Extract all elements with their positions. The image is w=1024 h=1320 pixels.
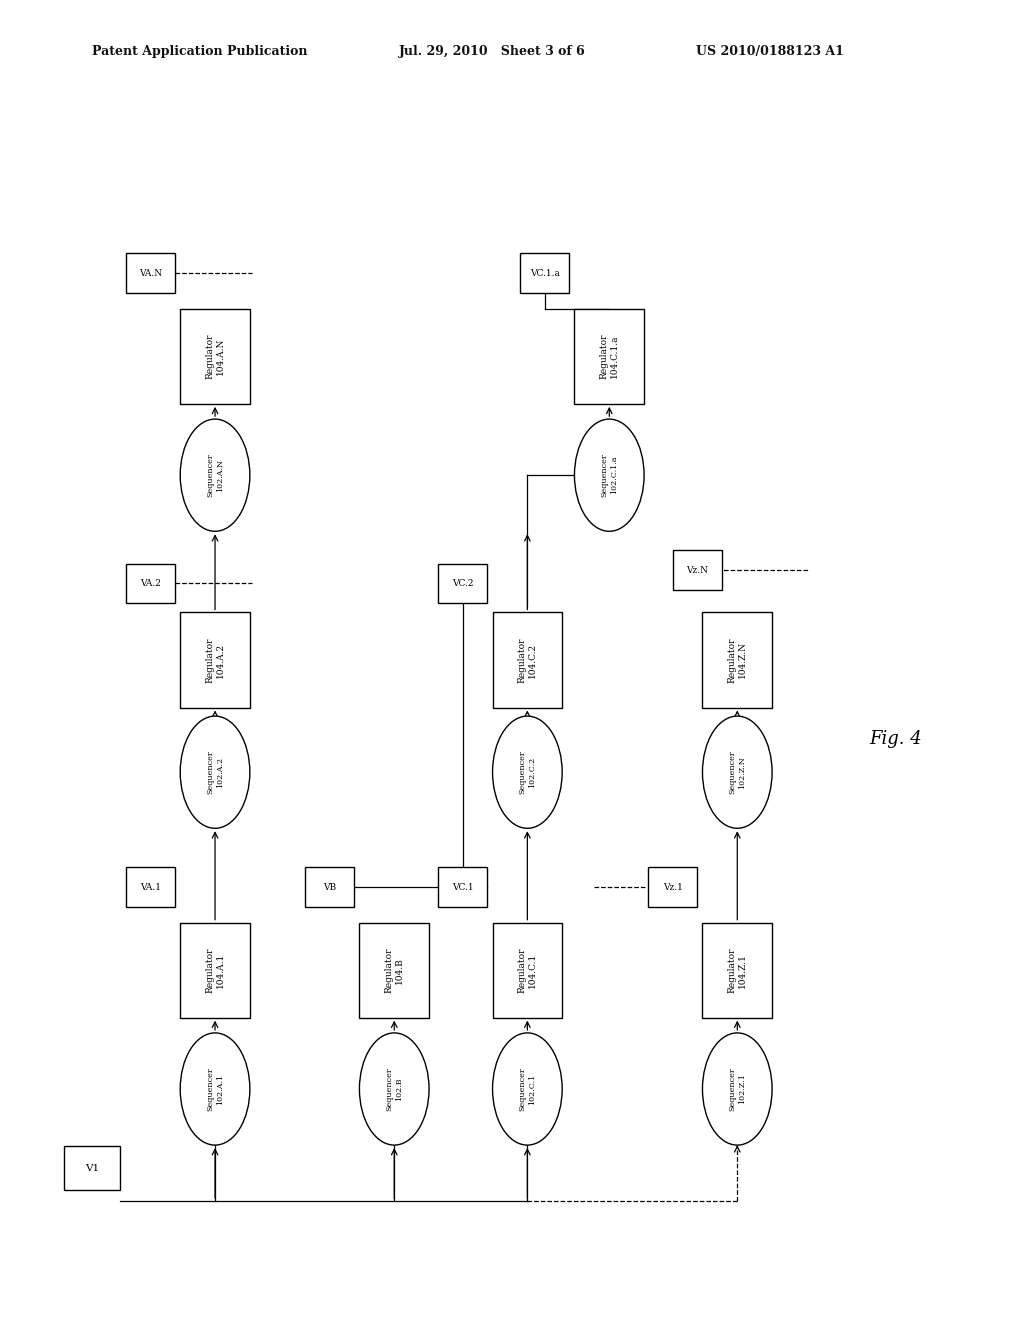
FancyBboxPatch shape bbox=[493, 923, 562, 1018]
FancyBboxPatch shape bbox=[180, 923, 250, 1018]
Text: Vz.N: Vz.N bbox=[686, 566, 709, 574]
Ellipse shape bbox=[574, 418, 644, 532]
Text: US 2010/0188123 A1: US 2010/0188123 A1 bbox=[696, 45, 844, 58]
Text: Regulator
104.C.2: Regulator 104.C.2 bbox=[517, 638, 538, 682]
Ellipse shape bbox=[493, 1032, 562, 1146]
FancyBboxPatch shape bbox=[180, 309, 250, 404]
Text: VC.2: VC.2 bbox=[453, 579, 473, 587]
Text: Sequencer
102.B: Sequencer 102.B bbox=[385, 1067, 403, 1111]
Text: Sequencer
102.C.2: Sequencer 102.C.2 bbox=[518, 750, 537, 795]
FancyBboxPatch shape bbox=[493, 612, 562, 708]
Text: Patent Application Publication: Patent Application Publication bbox=[92, 45, 307, 58]
FancyBboxPatch shape bbox=[126, 867, 175, 907]
FancyBboxPatch shape bbox=[673, 550, 722, 590]
Text: Regulator
104.A.2: Regulator 104.A.2 bbox=[205, 638, 225, 682]
Text: Regulator
104.Z.N: Regulator 104.Z.N bbox=[727, 638, 748, 682]
Ellipse shape bbox=[702, 1032, 772, 1146]
Text: Sequencer
102.Z.N: Sequencer 102.Z.N bbox=[728, 750, 746, 795]
FancyBboxPatch shape bbox=[520, 253, 569, 293]
Text: Fig. 4: Fig. 4 bbox=[869, 730, 923, 748]
Ellipse shape bbox=[702, 715, 772, 829]
Text: VC.1: VC.1 bbox=[452, 883, 474, 891]
Text: Regulator
104.A.1: Regulator 104.A.1 bbox=[205, 948, 225, 993]
Text: Sequencer
102.C.1: Sequencer 102.C.1 bbox=[518, 1067, 537, 1111]
Text: Regulator
104.C.1.a: Regulator 104.C.1.a bbox=[599, 334, 620, 379]
FancyBboxPatch shape bbox=[574, 309, 644, 404]
Text: Vz.1: Vz.1 bbox=[663, 883, 683, 891]
Text: Regulator
104.A.N: Regulator 104.A.N bbox=[205, 334, 225, 379]
Ellipse shape bbox=[359, 1032, 429, 1146]
Text: Sequencer
102.A.N: Sequencer 102.A.N bbox=[206, 453, 224, 498]
Text: Sequencer
102.C.1.a: Sequencer 102.C.1.a bbox=[600, 453, 618, 498]
FancyBboxPatch shape bbox=[126, 253, 175, 293]
Text: VB: VB bbox=[324, 883, 336, 891]
FancyBboxPatch shape bbox=[438, 564, 487, 603]
Text: Jul. 29, 2010   Sheet 3 of 6: Jul. 29, 2010 Sheet 3 of 6 bbox=[399, 45, 586, 58]
Text: VA.N: VA.N bbox=[139, 269, 162, 277]
Text: Regulator
104.Z.1: Regulator 104.Z.1 bbox=[727, 948, 748, 993]
FancyBboxPatch shape bbox=[180, 612, 250, 708]
Text: Sequencer
102.A.1: Sequencer 102.A.1 bbox=[206, 1067, 224, 1111]
Ellipse shape bbox=[493, 715, 562, 829]
Text: VC.1.a: VC.1.a bbox=[529, 269, 560, 277]
FancyBboxPatch shape bbox=[702, 612, 772, 708]
Text: Regulator
104.C.1: Regulator 104.C.1 bbox=[517, 948, 538, 993]
Text: VA.1: VA.1 bbox=[140, 883, 161, 891]
FancyBboxPatch shape bbox=[63, 1146, 121, 1191]
Ellipse shape bbox=[180, 715, 250, 829]
FancyBboxPatch shape bbox=[305, 867, 354, 907]
FancyBboxPatch shape bbox=[648, 867, 697, 907]
FancyBboxPatch shape bbox=[359, 923, 429, 1018]
Text: Regulator
104.B: Regulator 104.B bbox=[384, 948, 404, 993]
Ellipse shape bbox=[180, 1032, 250, 1146]
Text: Sequencer
102.Z.1: Sequencer 102.Z.1 bbox=[728, 1067, 746, 1111]
FancyBboxPatch shape bbox=[126, 564, 175, 603]
FancyBboxPatch shape bbox=[702, 923, 772, 1018]
Text: VA.2: VA.2 bbox=[140, 579, 161, 587]
Ellipse shape bbox=[180, 418, 250, 532]
Text: V1: V1 bbox=[85, 1164, 99, 1172]
FancyBboxPatch shape bbox=[438, 867, 487, 907]
Text: Sequencer
102.A.2: Sequencer 102.A.2 bbox=[206, 750, 224, 795]
